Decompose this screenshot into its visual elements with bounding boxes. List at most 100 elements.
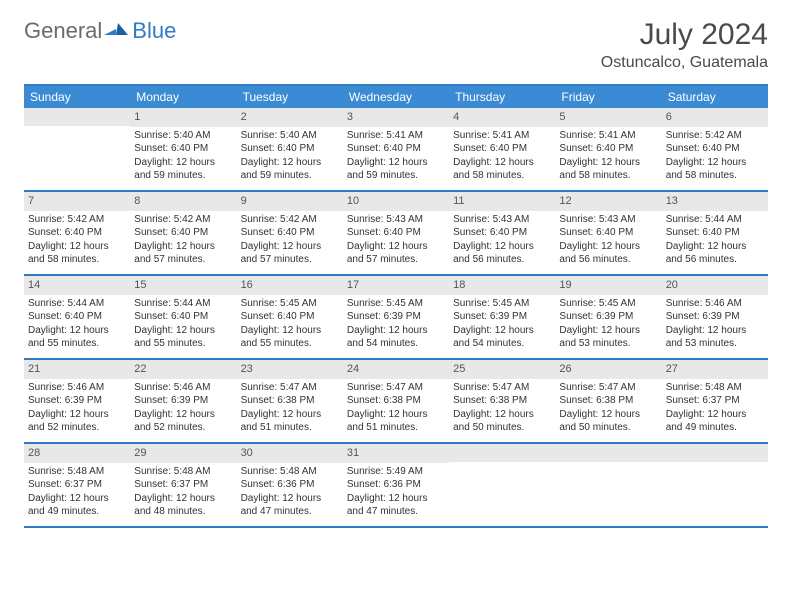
sunset-text: Sunset: 6:37 PM bbox=[134, 478, 232, 492]
sunset-text: Sunset: 6:40 PM bbox=[453, 142, 551, 156]
sunset-text: Sunset: 6:38 PM bbox=[241, 394, 339, 408]
daylight-text: Daylight: 12 hours bbox=[453, 408, 551, 422]
daylight-text: Daylight: 12 hours bbox=[134, 240, 232, 254]
day-number: 18 bbox=[449, 276, 555, 295]
day-number: 24 bbox=[343, 360, 449, 379]
daylight-text: Daylight: 12 hours bbox=[134, 408, 232, 422]
day-number: 29 bbox=[130, 444, 236, 463]
sunrise-text: Sunrise: 5:46 AM bbox=[28, 381, 126, 395]
daylight-text: Daylight: 12 hours bbox=[666, 156, 764, 170]
calendar: SundayMondayTuesdayWednesdayThursdayFrid… bbox=[24, 84, 768, 528]
sunrise-text: Sunrise: 5:45 AM bbox=[453, 297, 551, 311]
sunrise-text: Sunrise: 5:47 AM bbox=[347, 381, 445, 395]
day-number: 12 bbox=[555, 192, 661, 211]
day-number: 31 bbox=[343, 444, 449, 463]
daylight-text: Daylight: 12 hours bbox=[559, 408, 657, 422]
day-number: 23 bbox=[237, 360, 343, 379]
day-body: Sunrise: 5:42 AMSunset: 6:40 PMDaylight:… bbox=[662, 127, 768, 189]
daylight-text-2: and 53 minutes. bbox=[559, 337, 657, 351]
sunset-text: Sunset: 6:39 PM bbox=[134, 394, 232, 408]
daylight-text-2: and 55 minutes. bbox=[241, 337, 339, 351]
daylight-text-2: and 50 minutes. bbox=[453, 421, 551, 435]
day-number: 5 bbox=[555, 108, 661, 127]
sunrise-text: Sunrise: 5:42 AM bbox=[134, 213, 232, 227]
day-number bbox=[662, 444, 768, 462]
week-row: 28Sunrise: 5:48 AMSunset: 6:37 PMDayligh… bbox=[24, 444, 768, 528]
daylight-text-2: and 59 minutes. bbox=[347, 169, 445, 183]
day-cell: 22Sunrise: 5:46 AMSunset: 6:39 PMDayligh… bbox=[130, 360, 236, 442]
sunset-text: Sunset: 6:40 PM bbox=[241, 226, 339, 240]
daylight-text: Daylight: 12 hours bbox=[347, 240, 445, 254]
day-cell: 8Sunrise: 5:42 AMSunset: 6:40 PMDaylight… bbox=[130, 192, 236, 274]
day-cell: 23Sunrise: 5:47 AMSunset: 6:38 PMDayligh… bbox=[237, 360, 343, 442]
day-cell bbox=[555, 444, 661, 526]
day-cell: 16Sunrise: 5:45 AMSunset: 6:40 PMDayligh… bbox=[237, 276, 343, 358]
sunrise-text: Sunrise: 5:41 AM bbox=[559, 129, 657, 143]
day-body: Sunrise: 5:44 AMSunset: 6:40 PMDaylight:… bbox=[130, 295, 236, 357]
logo-mark-icon bbox=[104, 19, 130, 44]
day-number: 8 bbox=[130, 192, 236, 211]
day-cell: 10Sunrise: 5:43 AMSunset: 6:40 PMDayligh… bbox=[343, 192, 449, 274]
daylight-text: Daylight: 12 hours bbox=[453, 324, 551, 338]
sunrise-text: Sunrise: 5:44 AM bbox=[134, 297, 232, 311]
sunset-text: Sunset: 6:40 PM bbox=[134, 142, 232, 156]
day-cell: 15Sunrise: 5:44 AMSunset: 6:40 PMDayligh… bbox=[130, 276, 236, 358]
daylight-text-2: and 47 minutes. bbox=[347, 505, 445, 519]
day-cell: 14Sunrise: 5:44 AMSunset: 6:40 PMDayligh… bbox=[24, 276, 130, 358]
day-body: Sunrise: 5:48 AMSunset: 6:37 PMDaylight:… bbox=[130, 463, 236, 525]
day-number: 3 bbox=[343, 108, 449, 127]
day-body: Sunrise: 5:44 AMSunset: 6:40 PMDaylight:… bbox=[24, 295, 130, 357]
day-body: Sunrise: 5:41 AMSunset: 6:40 PMDaylight:… bbox=[449, 127, 555, 189]
daylight-text-2: and 56 minutes. bbox=[666, 253, 764, 267]
sunset-text: Sunset: 6:40 PM bbox=[559, 226, 657, 240]
sunrise-text: Sunrise: 5:47 AM bbox=[559, 381, 657, 395]
sunset-text: Sunset: 6:37 PM bbox=[28, 478, 126, 492]
day-number: 15 bbox=[130, 276, 236, 295]
day-body: Sunrise: 5:42 AMSunset: 6:40 PMDaylight:… bbox=[237, 211, 343, 273]
daylight-text: Daylight: 12 hours bbox=[347, 156, 445, 170]
daylight-text-2: and 57 minutes. bbox=[241, 253, 339, 267]
weekday-tuesday: Tuesday bbox=[237, 86, 343, 108]
week-row: 14Sunrise: 5:44 AMSunset: 6:40 PMDayligh… bbox=[24, 276, 768, 360]
daylight-text-2: and 50 minutes. bbox=[559, 421, 657, 435]
day-body: Sunrise: 5:43 AMSunset: 6:40 PMDaylight:… bbox=[343, 211, 449, 273]
day-number: 4 bbox=[449, 108, 555, 127]
sunrise-text: Sunrise: 5:42 AM bbox=[666, 129, 764, 143]
day-body: Sunrise: 5:41 AMSunset: 6:40 PMDaylight:… bbox=[555, 127, 661, 189]
sunrise-text: Sunrise: 5:48 AM bbox=[241, 465, 339, 479]
day-cell: 11Sunrise: 5:43 AMSunset: 6:40 PMDayligh… bbox=[449, 192, 555, 274]
daylight-text-2: and 48 minutes. bbox=[134, 505, 232, 519]
day-body: Sunrise: 5:48 AMSunset: 6:36 PMDaylight:… bbox=[237, 463, 343, 525]
sunset-text: Sunset: 6:38 PM bbox=[347, 394, 445, 408]
sunrise-text: Sunrise: 5:43 AM bbox=[347, 213, 445, 227]
daylight-text: Daylight: 12 hours bbox=[241, 408, 339, 422]
sunset-text: Sunset: 6:39 PM bbox=[453, 310, 551, 324]
day-number: 9 bbox=[237, 192, 343, 211]
day-cell: 24Sunrise: 5:47 AMSunset: 6:38 PMDayligh… bbox=[343, 360, 449, 442]
daylight-text-2: and 59 minutes. bbox=[134, 169, 232, 183]
day-body: Sunrise: 5:46 AMSunset: 6:39 PMDaylight:… bbox=[24, 379, 130, 441]
sunrise-text: Sunrise: 5:46 AM bbox=[134, 381, 232, 395]
daylight-text-2: and 59 minutes. bbox=[241, 169, 339, 183]
sunset-text: Sunset: 6:40 PM bbox=[28, 226, 126, 240]
day-cell: 6Sunrise: 5:42 AMSunset: 6:40 PMDaylight… bbox=[662, 108, 768, 190]
sunrise-text: Sunrise: 5:42 AM bbox=[241, 213, 339, 227]
month-title: July 2024 bbox=[601, 18, 768, 52]
logo-text-blue: Blue bbox=[132, 18, 176, 44]
daylight-text: Daylight: 12 hours bbox=[559, 156, 657, 170]
day-number: 6 bbox=[662, 108, 768, 127]
daylight-text: Daylight: 12 hours bbox=[241, 240, 339, 254]
daylight-text: Daylight: 12 hours bbox=[347, 324, 445, 338]
sunrise-text: Sunrise: 5:42 AM bbox=[28, 213, 126, 227]
day-number bbox=[24, 108, 130, 126]
day-cell bbox=[24, 108, 130, 190]
sunrise-text: Sunrise: 5:43 AM bbox=[453, 213, 551, 227]
weeks-container: 1Sunrise: 5:40 AMSunset: 6:40 PMDaylight… bbox=[24, 108, 768, 528]
day-body: Sunrise: 5:40 AMSunset: 6:40 PMDaylight:… bbox=[237, 127, 343, 189]
day-number: 10 bbox=[343, 192, 449, 211]
sunset-text: Sunset: 6:40 PM bbox=[134, 310, 232, 324]
daylight-text: Daylight: 12 hours bbox=[241, 156, 339, 170]
day-number: 30 bbox=[237, 444, 343, 463]
logo-text-general: General bbox=[24, 18, 102, 44]
logo: General Blue bbox=[24, 18, 176, 44]
